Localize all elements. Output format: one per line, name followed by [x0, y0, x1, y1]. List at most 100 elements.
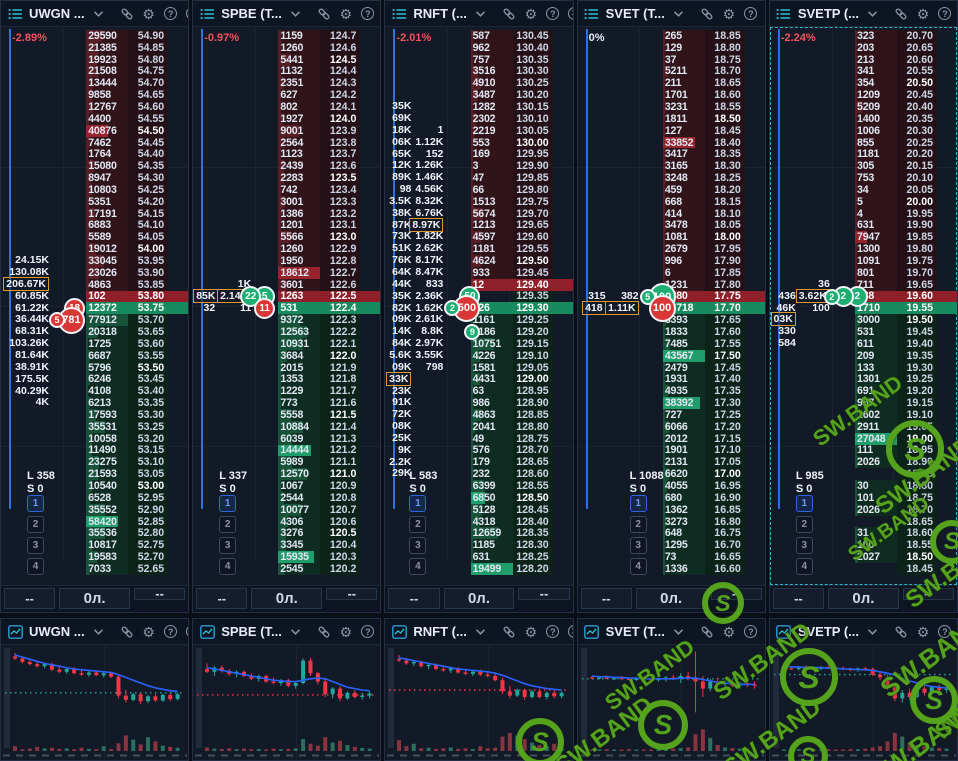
orderbook-row[interactable]: 20318 53.65 — [1, 326, 188, 338]
orderbook-row[interactable]: 1213 129.65 — [385, 219, 572, 231]
link-icon[interactable] — [316, 6, 332, 22]
orderbook-row[interactable]: 5674 129.70 — [385, 208, 572, 220]
orderbook-row[interactable]: 4910 130.25 — [385, 77, 572, 89]
quantity-display[interactable]: 0л. — [827, 588, 899, 609]
orderbook-row[interactable]: 213 20.60 — [770, 54, 957, 66]
orderbook-row[interactable]: 5211 18.70 — [578, 65, 765, 77]
orderbook-row[interactable]: 1260 124.6 — [193, 42, 380, 54]
orderbook-row[interactable]: 17191 54.15 — [1, 208, 188, 220]
orderbook-row[interactable]: 6620 17.00 — [578, 468, 765, 480]
quantity-display[interactable]: 0л. — [443, 588, 515, 609]
buy-button[interactable]: -- — [134, 586, 186, 601]
orderbook-row[interactable]: 7947 19.85 — [770, 231, 957, 243]
orderbook-row[interactable]: 727 17.25 — [578, 409, 765, 421]
orderbook-row[interactable]: 6 17.85 — [578, 267, 765, 279]
orderbook-row[interactable]: 6039 121.3 — [193, 433, 380, 445]
orderbook-row[interactable]: 576 128.70 — [385, 444, 572, 456]
chart-icon[interactable] — [7, 624, 23, 640]
orderbook-row[interactable]: 3478 18.05 — [578, 219, 765, 231]
orderbook-row[interactable]: 2012 17.15 — [578, 433, 765, 445]
quick-qty-button-2[interactable]: 2 — [629, 516, 647, 533]
buy-button[interactable]: -- — [518, 586, 570, 601]
orderbook-row[interactable]: 611 19.40 — [770, 338, 957, 350]
orderbook-row[interactable]: 4624 129.50 — [385, 255, 572, 267]
orderbook-row[interactable]: 10931 122.1 — [193, 338, 380, 350]
orderbook-row[interactable]: 1185 128.30 — [385, 539, 572, 551]
orderbook-row[interactable]: 3684 122.0 — [193, 350, 380, 362]
chevron-down-icon[interactable] — [473, 6, 489, 22]
gear-icon[interactable]: ⚙ — [916, 623, 930, 640]
orderbook-row[interactable]: 2131 17.05 — [578, 456, 765, 468]
buy-button[interactable]: -- — [326, 586, 378, 601]
quantity-display[interactable]: 0л. — [59, 588, 131, 609]
orderbook-row[interactable]: 21593 53.05 — [1, 468, 188, 480]
orderbook-row[interactable]: 5796 53.50 — [1, 362, 188, 374]
orderbook-row[interactable]: 2219 130.05 — [385, 125, 572, 137]
orderbook-row[interactable]: 2026 18.70 — [770, 504, 957, 516]
help-icon[interactable]: ? — [743, 6, 759, 22]
orderbook-row[interactable]: 1006 20.30 — [770, 125, 957, 137]
orderbook-row[interactable]: 753 20.10 — [770, 172, 957, 184]
chevron-down-icon[interactable] — [91, 624, 107, 640]
orderbook-row[interactable]: 18612 122.7 — [193, 267, 380, 279]
orderbook-row[interactable]: 1701 18.60 — [578, 89, 765, 101]
gear-icon[interactable]: ⚙ — [722, 623, 736, 640]
orderbook-row[interactable]: 933 129.45 — [385, 267, 572, 279]
orderbook-row[interactable]: 12 129.40 — [385, 279, 573, 291]
orderbook-row[interactable]: 4306 120.6 — [193, 516, 380, 528]
orderbook-row[interactable]: 10058 53.20 — [1, 433, 188, 445]
orderbook-row[interactable]: 459 18.20 — [578, 184, 765, 196]
orderbook-row[interactable]: 4318 128.40 — [385, 516, 572, 528]
help-icon[interactable]: ? — [545, 6, 561, 22]
sell-button[interactable]: -- — [772, 588, 824, 609]
orderbook-row[interactable]: 1513 129.75 — [385, 196, 572, 208]
orderbook-row[interactable]: 3276 120.5 — [193, 527, 380, 539]
orderbook-row[interactable]: 6213 53.35 — [1, 397, 188, 409]
orderbook-row[interactable]: 1811 18.50 — [578, 113, 765, 125]
orderbook-row[interactable]: 742 123.4 — [193, 184, 380, 196]
chart-icon[interactable] — [584, 624, 600, 640]
orderbook-row[interactable]: 18.65 — [770, 516, 957, 528]
gear-icon[interactable]: ⚙ — [524, 5, 538, 22]
orderbook-row[interactable]: 631 128.25 — [385, 551, 572, 563]
sell-button[interactable]: -- — [4, 588, 56, 609]
orderbook-row[interactable]: 2351 124.3 — [193, 77, 380, 89]
chevron-down-icon[interactable] — [865, 624, 881, 640]
orderbook-row[interactable]: 5566 123.0 — [193, 231, 380, 243]
orderbook-row[interactable]: 4 19.95 — [770, 208, 957, 220]
orderbook-row[interactable]: 2283 123.5 — [193, 172, 380, 184]
orderbook-row[interactable]: 10751 129.15 — [385, 338, 572, 350]
orderbook-row[interactable]: 37 18.75 — [578, 54, 765, 66]
orderbook-row[interactable]: 58420 52.85 — [1, 516, 188, 528]
orderbook-row[interactable]: 12570 121.0 — [193, 468, 380, 480]
quick-qty-button-4[interactable]: 4 — [409, 558, 427, 575]
quick-qty-button-3[interactable]: 3 — [795, 537, 813, 554]
orderbook-row[interactable]: 34 20.05 — [770, 184, 957, 196]
orderbook-row[interactable]: 12767 54.60 — [1, 101, 188, 113]
orderbook-row[interactable]: 6687 53.55 — [1, 350, 188, 362]
help-icon[interactable]: ? — [360, 6, 376, 22]
orderbook-row[interactable]: 1229 121.7 — [193, 385, 380, 397]
quick-qty-button-3[interactable]: 3 — [27, 537, 44, 554]
orderbook-row[interactable]: 35552 52.90 — [1, 504, 188, 516]
orderbook-row[interactable]: 2026 18.90 — [770, 456, 957, 468]
orderbook-row[interactable]: 1201 123.1 — [193, 219, 380, 231]
chevron-down-icon[interactable] — [671, 6, 687, 22]
quick-qty-button-1[interactable]: 1 — [409, 495, 427, 512]
gear-icon[interactable]: ⚙ — [142, 5, 155, 22]
orderbook-row[interactable]: 5989 121.1 — [193, 456, 380, 468]
orderbook-row[interactable]: 4431 129.00 — [385, 373, 572, 385]
orderbook-row[interactable]: 1362 16.85 — [578, 504, 765, 516]
orderbook-row[interactable]: 1301 19.25 — [770, 373, 957, 385]
orderbook-row[interactable]: 1901 17.10 — [578, 444, 765, 456]
chart-icon[interactable] — [391, 624, 407, 640]
quick-qty-button-2[interactable]: 2 — [27, 516, 44, 533]
orderbook-row[interactable]: 627 124.2 — [193, 89, 380, 101]
orderbook-row[interactable]: 2302 130.10 — [385, 113, 572, 125]
orderbook-row[interactable]: 531 19.45 — [770, 326, 957, 338]
orderbook-row[interactable]: 4226 129.10 — [385, 350, 572, 362]
orderbook-row[interactable]: 35531 53.25 — [1, 421, 188, 433]
orderbook-list-icon[interactable] — [776, 6, 792, 22]
orderbook-row[interactable]: 31 18.60 — [770, 527, 957, 539]
sell-button[interactable]: -- — [580, 588, 632, 609]
